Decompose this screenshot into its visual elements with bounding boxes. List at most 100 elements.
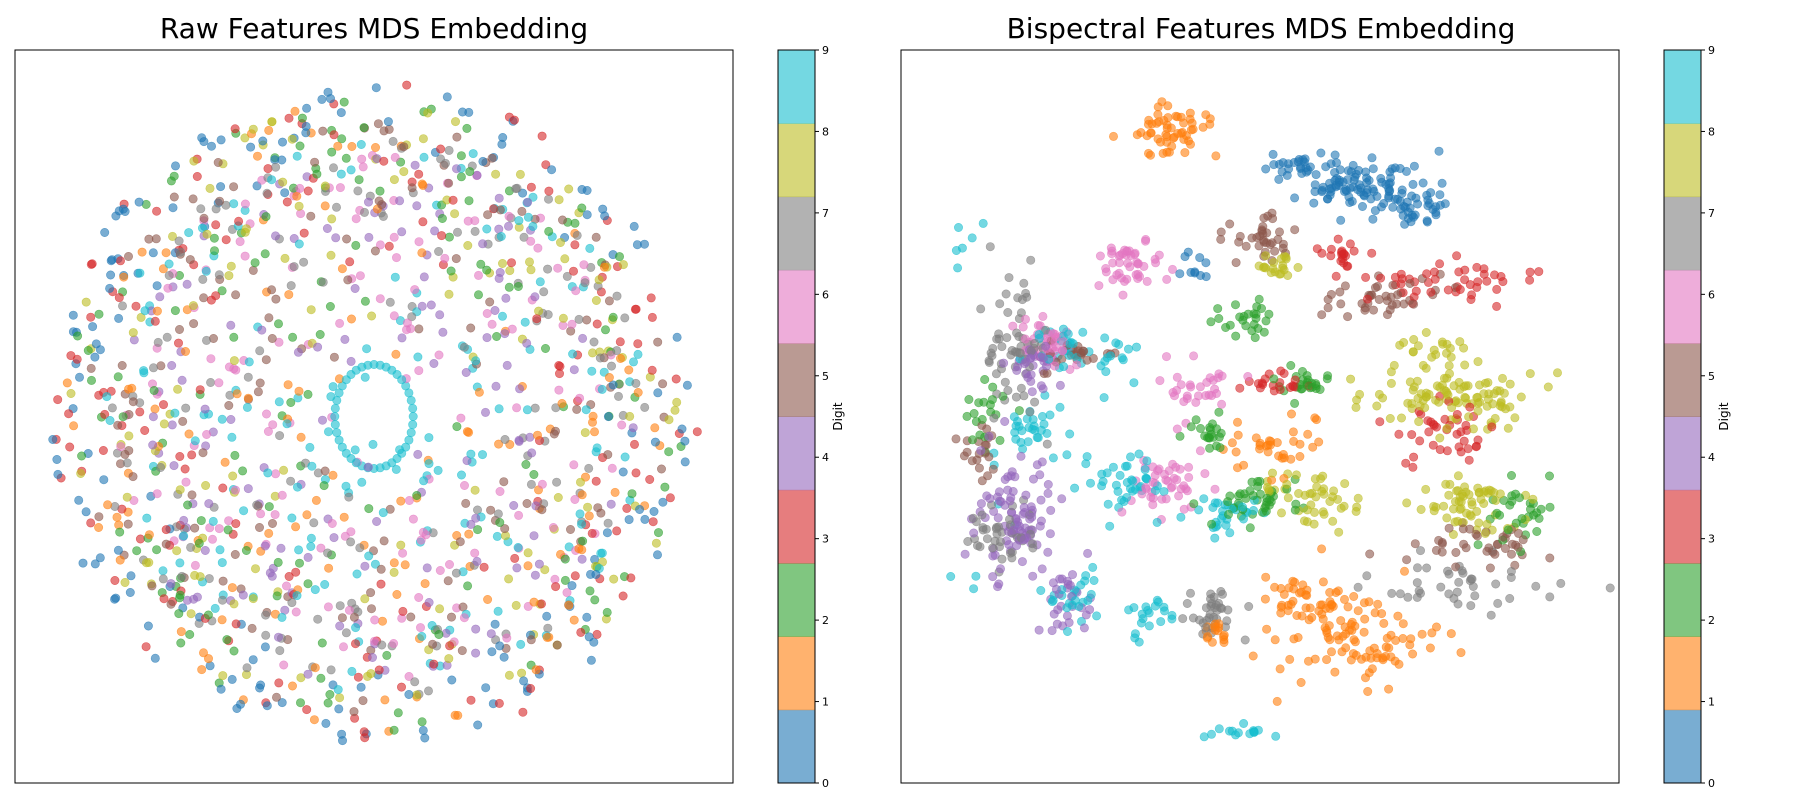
scatter-point-digit-7 bbox=[440, 158, 450, 168]
colorbar-segment-8 bbox=[1664, 123, 1701, 198]
colorbar-tick-label: 8 bbox=[1708, 125, 1715, 138]
scatter-point-digit-7 bbox=[1531, 581, 1541, 591]
scatter-point-digit-4 bbox=[273, 632, 283, 642]
scatter-point-digit-8 bbox=[205, 183, 215, 193]
scatter-point-digit-0 bbox=[1195, 253, 1205, 263]
scatter-point-digit-7 bbox=[107, 403, 117, 413]
scatter-point-digit-9 bbox=[575, 509, 585, 519]
scatter-point-digit-6 bbox=[1191, 397, 1201, 407]
scatter-point-digit-7 bbox=[346, 537, 356, 547]
scatter-point-digit-7 bbox=[551, 403, 561, 413]
scatter-point-digit-6 bbox=[261, 409, 271, 419]
scatter-point-digit-1 bbox=[483, 594, 493, 604]
scatter-point-digit-7 bbox=[631, 378, 641, 388]
scatter-point-digit-7 bbox=[612, 291, 622, 301]
scatter-point-digit-9 bbox=[413, 352, 423, 362]
scatter-point-digit-5 bbox=[1498, 532, 1508, 542]
scatter-point-digit-9 bbox=[1047, 597, 1057, 607]
scatter-point-digit-1 bbox=[283, 380, 293, 390]
scatter-point-digit-6 bbox=[1150, 254, 1160, 264]
scatter-point-digit-0 bbox=[1201, 272, 1211, 282]
scatter-point-digit-8 bbox=[294, 201, 304, 211]
scatter-point-digit-6 bbox=[1179, 504, 1189, 514]
scatter-point-digit-3 bbox=[506, 258, 516, 268]
scatter-point-digit-3 bbox=[1363, 294, 1373, 304]
scatter-point-digit-4 bbox=[960, 549, 970, 559]
scatter-point-digit-6 bbox=[1101, 263, 1111, 273]
scatter-point-digit-5 bbox=[213, 158, 223, 168]
scatter-point-digit-8 bbox=[1389, 360, 1399, 370]
scatter-point-digit-5 bbox=[414, 324, 424, 334]
scatter-point-digit-0 bbox=[258, 136, 268, 146]
scatter-point-digit-8 bbox=[540, 565, 550, 575]
scatter-point-digit-8 bbox=[1486, 486, 1496, 496]
scatter-point-digit-9 bbox=[404, 388, 414, 398]
scatter-point-digit-0 bbox=[682, 380, 692, 390]
scatter-point-digit-7 bbox=[1218, 589, 1228, 599]
scatter-point-digit-0 bbox=[1397, 189, 1407, 199]
scatter-point-digit-2 bbox=[446, 266, 456, 276]
scatter-point-digit-7 bbox=[1240, 635, 1250, 645]
scatter-point-digit-1 bbox=[264, 125, 274, 135]
scatter-point-digit-2 bbox=[1507, 470, 1517, 480]
scatter-point-digit-3 bbox=[1432, 422, 1442, 432]
scatter-point-digit-7 bbox=[997, 554, 1007, 564]
scatter-point-digit-0 bbox=[1368, 164, 1378, 174]
scatter-point-digit-1 bbox=[624, 365, 634, 375]
scatter-point-digit-4 bbox=[182, 595, 192, 605]
scatter-point-digit-7 bbox=[299, 257, 309, 267]
scatter-point-digit-7 bbox=[176, 247, 186, 257]
scatter-point-digit-2 bbox=[412, 490, 422, 500]
scatter-point-digit-5 bbox=[1336, 299, 1346, 309]
scatter-point-digit-6 bbox=[1033, 320, 1043, 330]
scatter-point-digit-3 bbox=[274, 678, 284, 688]
scatter-point-digit-8 bbox=[505, 266, 515, 276]
scatter-point-digit-4 bbox=[494, 193, 504, 203]
scatter-point-digit-0 bbox=[1269, 160, 1279, 170]
scatter-point-digit-9 bbox=[1130, 633, 1140, 643]
scatter-point-digit-0 bbox=[586, 655, 596, 665]
scatter-point-digit-1 bbox=[176, 627, 186, 637]
scatter-point-digit-7 bbox=[595, 353, 605, 363]
scatter-point-digit-1 bbox=[1298, 580, 1308, 590]
scatter-point-digit-1 bbox=[184, 429, 194, 439]
scatter-point-digit-8 bbox=[1439, 501, 1449, 511]
scatter-point-digit-1 bbox=[1288, 427, 1298, 437]
scatter-point-digit-8 bbox=[362, 671, 372, 681]
scatter-point-digit-7 bbox=[261, 630, 271, 640]
scatter-point-digit-9 bbox=[292, 591, 302, 601]
scatter-point-digit-5 bbox=[370, 246, 380, 256]
scatter-point-digit-6 bbox=[504, 211, 514, 221]
scatter-point-digit-0 bbox=[152, 281, 162, 291]
colorbar-tick-label: 3 bbox=[1708, 533, 1715, 546]
colorbar-segment-4 bbox=[778, 416, 815, 491]
scatter-point-digit-9 bbox=[456, 470, 466, 480]
scatter-point-digit-1 bbox=[292, 191, 302, 201]
scatter-point-digit-7 bbox=[287, 598, 297, 608]
scatter-point-digit-4 bbox=[1027, 512, 1037, 522]
scatter-point-digit-9 bbox=[967, 233, 977, 243]
scatter-point-digit-9 bbox=[419, 152, 429, 162]
scatter-point-digit-2 bbox=[1262, 493, 1272, 503]
scatter-point-digit-2 bbox=[194, 538, 204, 548]
scatter-point-digit-6 bbox=[1150, 470, 1160, 480]
scatter-point-digit-3 bbox=[622, 503, 632, 513]
scatter-point-digit-8 bbox=[1319, 489, 1329, 499]
scatter-point-digit-4 bbox=[527, 448, 537, 458]
scatter-point-digit-4 bbox=[1027, 387, 1037, 397]
scatter-point-digit-9 bbox=[352, 569, 362, 579]
scatter-point-digit-1 bbox=[1153, 134, 1163, 144]
scatter-point-digit-7 bbox=[355, 543, 365, 553]
scatter-point-digit-3 bbox=[64, 409, 74, 419]
scatter-point-digit-5 bbox=[128, 472, 138, 482]
scatter-point-digit-9 bbox=[310, 585, 320, 595]
scatter-point-digit-3 bbox=[1401, 458, 1411, 468]
scatter-point-digit-3 bbox=[1492, 301, 1502, 311]
scatter-point-digit-9 bbox=[1065, 429, 1075, 439]
scatter-point-digit-2 bbox=[210, 246, 220, 256]
scatter-point-digit-8 bbox=[470, 485, 480, 495]
scatter-point-digit-5 bbox=[1385, 305, 1395, 315]
scatter-point-digit-6 bbox=[327, 518, 337, 528]
scatter-point-digit-4 bbox=[329, 533, 339, 543]
scatter-point-digit-1 bbox=[1146, 128, 1156, 138]
